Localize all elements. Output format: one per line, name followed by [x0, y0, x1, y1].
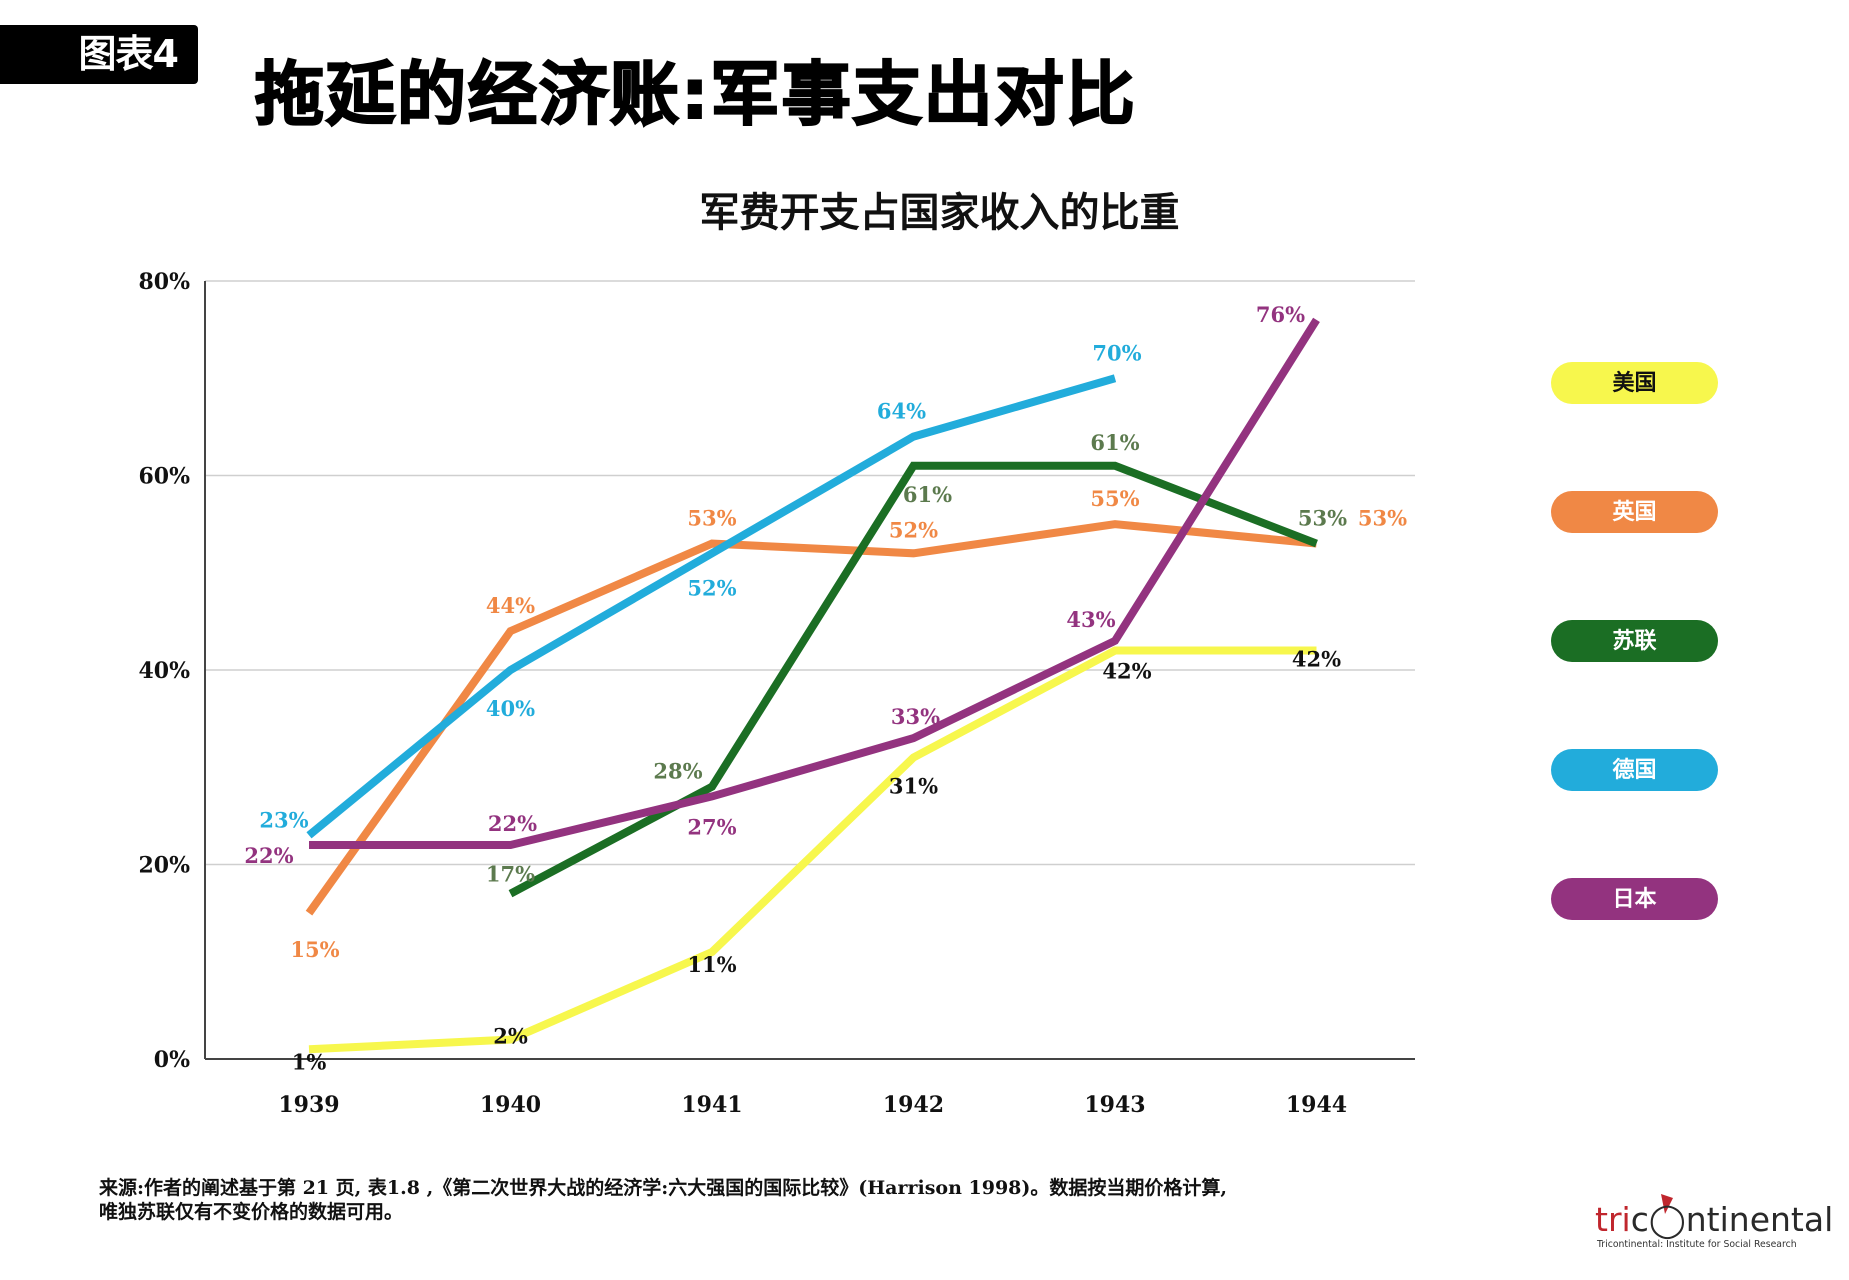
figure-badge: 图表4: [0, 25, 198, 84]
page-title: 拖延的经济账:军事支出对比: [254, 54, 1137, 136]
data-label: 40%: [486, 696, 535, 721]
chart-title-text: 军费开支占国家收入的比重: [699, 189, 1180, 236]
series-line-0: [308, 646, 1317, 1054]
data-label: 61%: [903, 482, 952, 507]
data-label: 42%: [1292, 647, 1341, 672]
data-label: 11%: [687, 952, 736, 977]
series-lines: [305, 317, 1320, 1054]
x-tick-label: 1943: [1084, 1092, 1145, 1118]
series-line-3: [306, 374, 1117, 839]
y-tick-label: 60%: [138, 464, 190, 490]
data-label: 55%: [1090, 486, 1139, 511]
x-tick-label: 1944: [1286, 1092, 1347, 1118]
data-label: 52%: [889, 517, 938, 542]
data-label: 27%: [687, 814, 736, 839]
y-tick-label: 40%: [138, 658, 190, 684]
chart-title: 军费开支占国家收入的比重: [0, 180, 1849, 238]
data-label: 33%: [891, 704, 940, 729]
data-label: 42%: [1102, 659, 1151, 684]
data-label: 61%: [1090, 430, 1139, 455]
data-label: 43%: [1066, 607, 1115, 632]
data-label: 44%: [486, 593, 535, 618]
data-label: 22%: [244, 843, 293, 868]
logo-wordmark-rest: c◯ntinental: [1630, 1200, 1834, 1239]
gridlines: [205, 280, 1415, 866]
footnote-line-2: 唯独苏联仅有不变价格的数据可用。: [99, 1201, 404, 1223]
legend-item: 美国: [1551, 362, 1718, 404]
logo-wordmark-tri: tri: [1595, 1200, 1631, 1239]
logo-wordmark: tric◯ntinental: [1595, 1200, 1833, 1240]
legend-item: 日本: [1551, 878, 1718, 920]
y-tick-label: 0%: [154, 1047, 190, 1073]
series-line-1: [305, 520, 1317, 916]
footnote-line-1: 来源:作者的阐述基于第 21 页, 表1.8 ,《第二次世界大战的经济学:六大强…: [99, 1177, 1227, 1199]
data-label: 31%: [889, 774, 938, 799]
data-label: 28%: [653, 759, 702, 784]
y-tick-label: 80%: [138, 269, 190, 295]
data-label: 17%: [486, 862, 535, 887]
logo-tagline: Tricontinental: Institute for Social Res…: [1597, 1239, 1797, 1250]
legend-item: 德国: [1551, 749, 1718, 791]
data-label: 23%: [259, 807, 308, 832]
data-label: 64%: [877, 399, 926, 424]
data-label: 53%: [1358, 506, 1407, 531]
legend-item: 苏联: [1551, 620, 1718, 662]
x-tick-label: 1940: [480, 1092, 541, 1118]
data-label: 1%: [292, 1049, 327, 1074]
x-tick-labels: 1939 1940 1941 1942 1943 1944: [278, 1092, 1347, 1118]
y-tick-label: 20%: [138, 853, 190, 879]
data-label: 70%: [1092, 340, 1141, 365]
axes: [204, 281, 1415, 1060]
x-tick-label: 1939: [278, 1092, 339, 1118]
tricontinental-logo: tric◯ntinental Tricontinental: Institute…: [1595, 1194, 1833, 1255]
data-label: 53%: [1298, 506, 1347, 531]
data-label: 53%: [687, 506, 736, 531]
logo-flag-icon: [1661, 1194, 1673, 1214]
y-tick-labels: 0% 20% 40% 60% 80%: [138, 269, 190, 1073]
source-footnote: 来源:作者的阐述基于第 21 页, 表1.8 ,《第二次世界大战的经济学:六大强…: [99, 1176, 1227, 1224]
x-tick-label: 1941: [681, 1092, 742, 1118]
x-tick-label: 1942: [883, 1092, 944, 1118]
data-label: 22%: [488, 811, 537, 836]
data-label: 52%: [687, 575, 736, 600]
series-line-4: [309, 317, 1320, 850]
legend-item: 英国: [1551, 491, 1718, 533]
data-label: 2%: [493, 1024, 528, 1049]
data-labels: 1% 2% 11% 31% 42% 42% 15% 44% 53% 52% 55% 53% 17% 28%…: [244, 302, 1407, 1074]
data-label: 76%: [1256, 302, 1305, 327]
data-label: 15%: [290, 937, 339, 962]
